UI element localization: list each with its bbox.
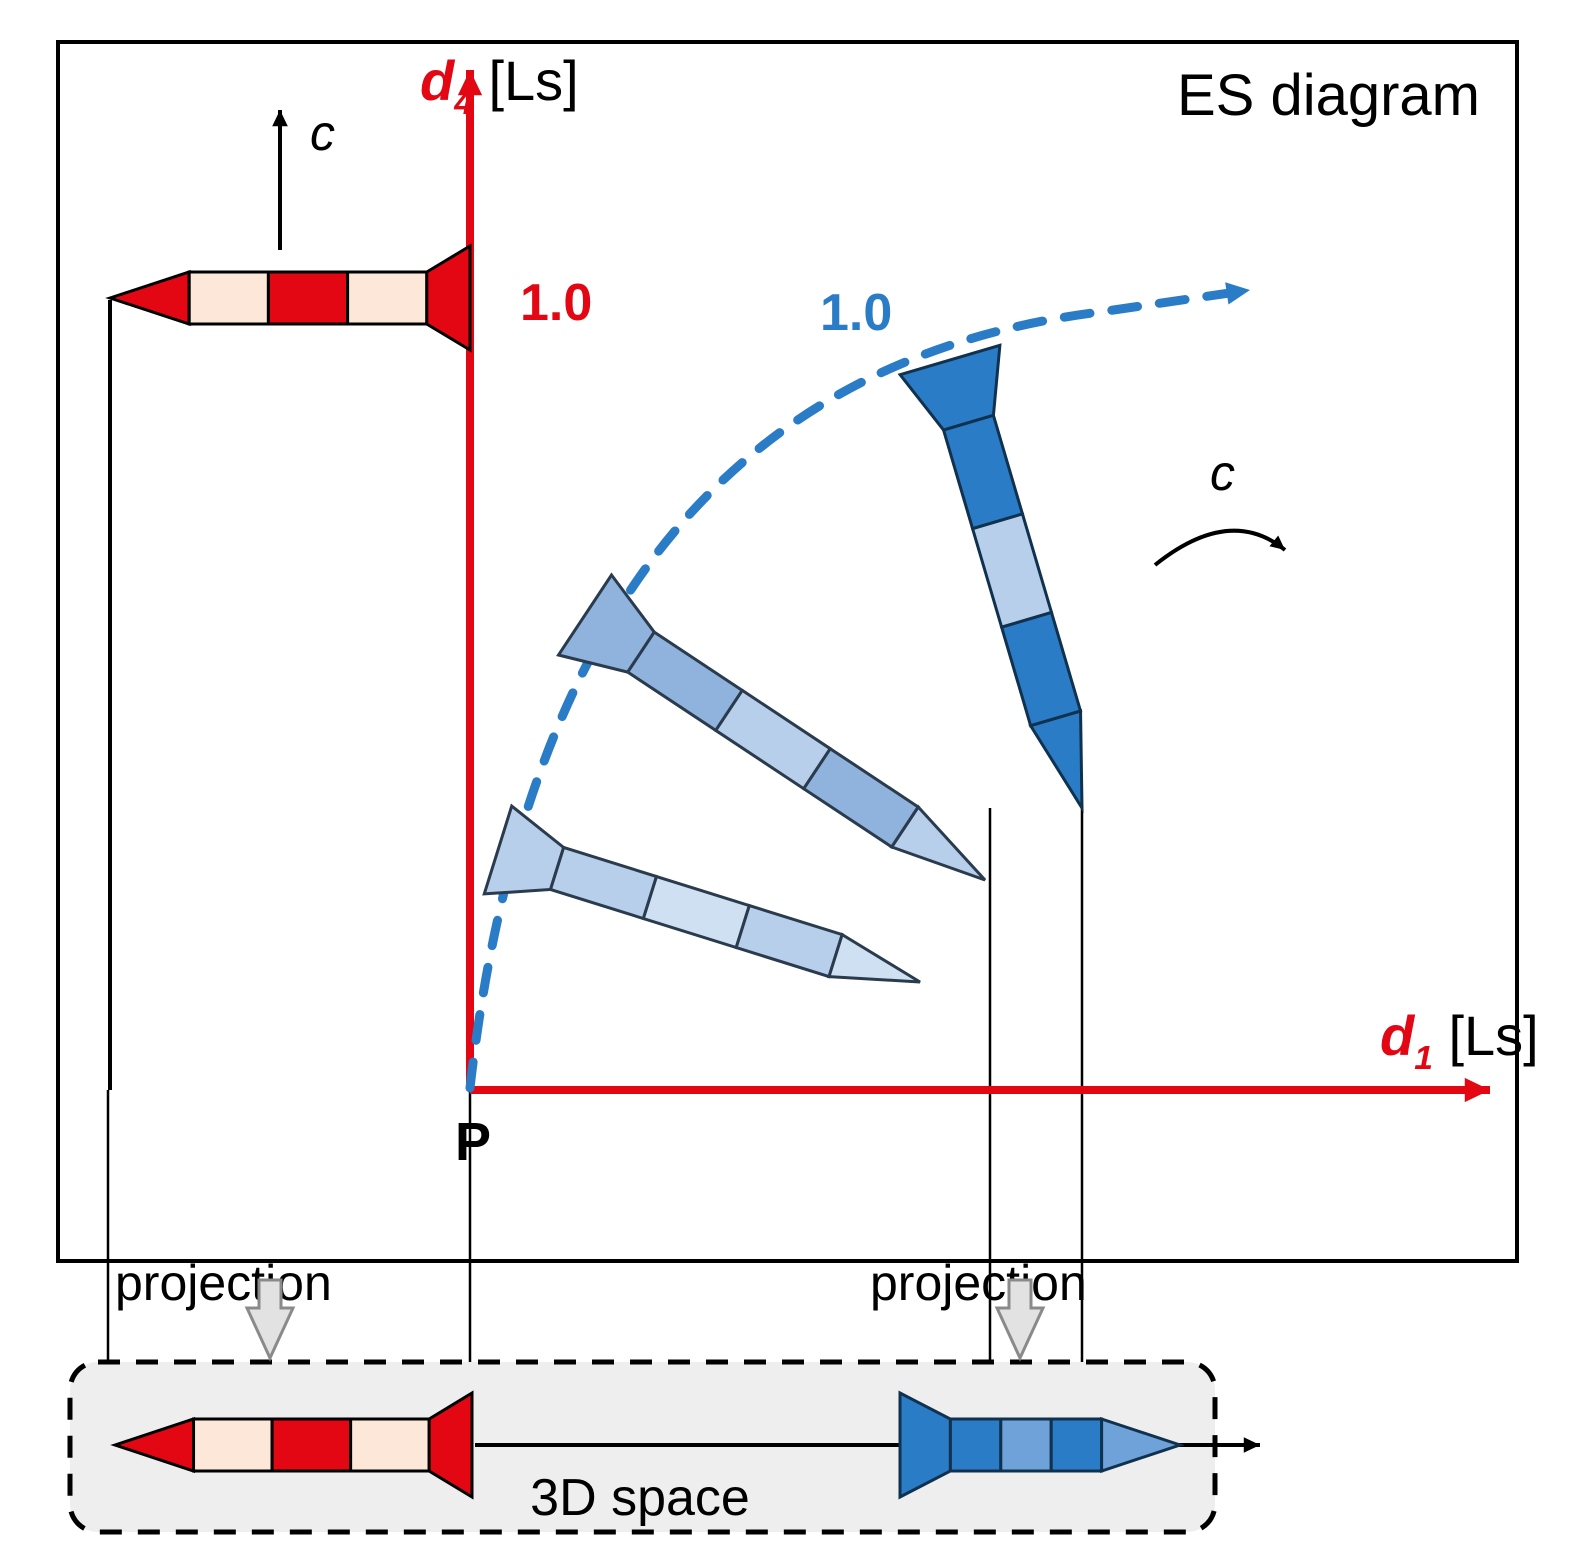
blue-rocket-1 [484, 806, 920, 982]
outer-frame [58, 42, 1517, 1261]
es-diagram-figure: ES diagram d1 [Ls] d4 [Ls] P 1.0 c 1.0 c project… [0, 0, 1575, 1546]
bottom-axis-arrow [1244, 1437, 1260, 1453]
c-arrow-left-head [272, 110, 288, 126]
blue-rocket-2 [558, 575, 985, 880]
x-axis-label: d1 [Ls] [1380, 1004, 1539, 1077]
bottom-3d-space-label: 3D space [530, 1469, 750, 1527]
c-arc-right [1155, 531, 1285, 565]
y-axis-label: d4 [Ls] [420, 49, 579, 122]
projection-label: projection [870, 1255, 1087, 1311]
x-axis-arrow [1465, 1078, 1490, 1102]
blue-rocket-3 [900, 345, 1082, 808]
projection-label: projection [115, 1255, 332, 1311]
velocity-arc-arrow [1225, 282, 1250, 304]
svg-text:d4 [Ls]: d4 [Ls] [420, 49, 579, 122]
red-rocket-es-diagram [110, 246, 470, 350]
svg-text:d1 [Ls]: d1 [Ls] [1380, 1004, 1539, 1077]
y-tick-1.0: 1.0 [520, 274, 592, 332]
diagram-title: ES diagram [1177, 63, 1480, 128]
c-label-right: c [1210, 445, 1235, 501]
c-label-left: c [310, 105, 335, 161]
origin-label-P: P [455, 1112, 491, 1172]
arc-label-1.0: 1.0 [820, 284, 892, 342]
